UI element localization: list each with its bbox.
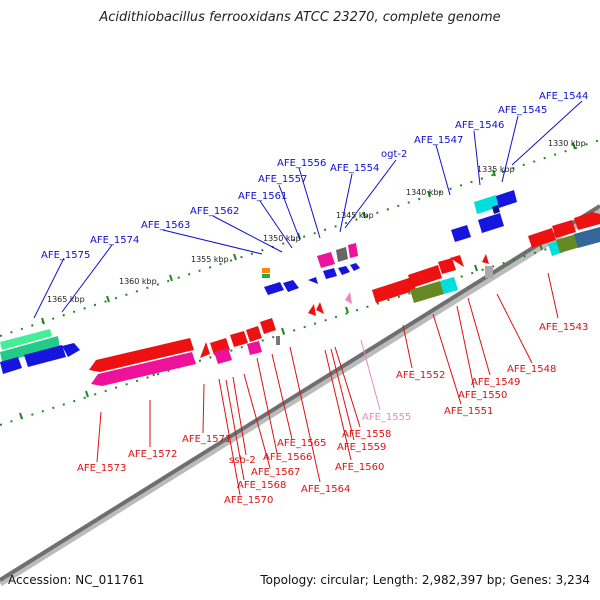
gene-arrow <box>372 277 416 303</box>
gene-label: AFE_1565 <box>277 438 326 449</box>
gene-arrow <box>410 281 444 303</box>
gene-label: AFE_1575 <box>41 250 90 261</box>
gene-label: AFE_1574 <box>90 235 139 246</box>
gene-arrow <box>450 255 464 267</box>
gene-arrow <box>214 348 232 364</box>
gene-arrow <box>260 318 276 334</box>
gene-label: AFE_1551 <box>444 406 493 417</box>
gene-arrow <box>24 345 66 367</box>
gene-arrow <box>316 302 324 314</box>
gene-label: AFE_1562 <box>190 206 239 217</box>
gene-arrow <box>345 292 352 304</box>
gene-arrow <box>308 277 318 284</box>
gene-arrow <box>338 266 350 275</box>
gene-arrow <box>474 195 499 214</box>
ruler-label: 1335 kbp <box>477 165 515 174</box>
gene-arrow <box>492 205 500 214</box>
gene-label: AFE_1561 <box>238 191 287 202</box>
gene-arrow <box>408 265 442 288</box>
gene-label: AFE_1566 <box>263 452 312 463</box>
gene-arrow <box>348 243 358 258</box>
genome-summary-text: Topology: circular; Length: 2,982,397 bp… <box>260 573 590 587</box>
gene-label: AFE_1558 <box>342 429 391 440</box>
gene-arrow <box>574 212 600 230</box>
gene-label: AFE_1568 <box>237 480 286 491</box>
gene-arrow <box>323 268 337 279</box>
gene-label: AFE_1563 <box>141 220 190 231</box>
ruler-label: 1360 kbp <box>119 277 157 286</box>
gene-label: AFE_1552 <box>396 370 445 381</box>
gene-arrow <box>62 343 80 357</box>
gene-arrow <box>230 331 248 347</box>
forward-genes <box>0 190 517 374</box>
gene-small <box>262 274 270 278</box>
gene-label: AFE_1571 <box>182 434 231 445</box>
gene-arrow <box>438 258 456 274</box>
accession-text: Accession: NC_011761 <box>8 573 145 587</box>
gene-label: AFE_1544 <box>539 91 588 102</box>
gene-arrow <box>574 227 600 248</box>
reverse-genes <box>89 212 600 386</box>
gene-label: AFE_1573 <box>77 463 126 474</box>
gene-arrow <box>0 336 60 362</box>
ruler-label: 1330 kbp <box>548 139 586 148</box>
gene-arrow <box>0 329 52 350</box>
leader-lines-bottom <box>96 272 559 496</box>
gene-label: AFE_1556 <box>277 158 326 169</box>
ruler-label: 1350 kbp <box>263 234 301 243</box>
outer-major-ticks <box>41 142 576 325</box>
gene-arrow <box>478 213 504 233</box>
figure-title: Acidithiobacillus ferrooxidans ATCC 2327… <box>99 10 501 25</box>
gene-label: AFE_1554 <box>330 163 379 174</box>
gene-arrow <box>264 282 284 295</box>
gene-label: AFE_1550 <box>458 390 507 401</box>
gene-label: AFE_1545 <box>498 105 547 116</box>
leader-lines-top <box>33 100 583 319</box>
gene-arrow <box>528 228 556 248</box>
ruler-label: 1365 kbp <box>47 295 85 304</box>
gene-label: AFE_1547 <box>414 135 463 146</box>
bottom-labels: AFE_1543 AFE_1548 AFE_1549 AFE_1550 AFE_… <box>77 322 588 506</box>
leader-line-faded <box>360 339 381 411</box>
gene-arrow <box>482 254 489 264</box>
gene-arrow <box>200 342 210 358</box>
gene-arrow <box>336 247 348 262</box>
ruler-label: 1340 kbp <box>406 188 444 197</box>
gene-arrow <box>317 252 335 268</box>
gene-arrow <box>91 352 196 386</box>
gene-arrow <box>246 326 262 342</box>
gene-arrow <box>350 263 360 271</box>
top-labels: AFE_1544 AFE_1545 AFE_1546 AFE_1547 ogt-… <box>41 91 588 261</box>
gene-arrow <box>496 190 517 208</box>
gene-arrow <box>89 338 194 372</box>
gene-label: AFE_1559 <box>337 442 386 453</box>
gene-label: AFE_1560 <box>335 462 384 473</box>
gene-label: ssb-2 <box>229 455 256 466</box>
gene-arrow <box>440 277 458 294</box>
gene-label: AFE_1548 <box>507 364 556 375</box>
gene-label: ogt-2 <box>381 149 407 160</box>
ruler-label: 1355 kbp <box>191 255 229 264</box>
gene-small <box>262 268 270 273</box>
gene-label: AFE_1549 <box>471 377 520 388</box>
gene-small <box>485 266 493 278</box>
gene-arrow <box>247 341 262 355</box>
gene-arrow <box>556 234 580 253</box>
gene-label: AFE_1543 <box>539 322 588 333</box>
gene-label: AFE_1567 <box>251 467 300 478</box>
gene-label: AFE_1572 <box>128 449 177 460</box>
gene-arrow <box>283 280 299 292</box>
backbone-shadow <box>0 207 600 586</box>
gene-label: AFE_1564 <box>301 484 350 495</box>
gene-label: AFE_1557 <box>258 174 307 185</box>
gene-arrow <box>451 225 471 242</box>
gene-small <box>276 336 280 345</box>
gene-arrow <box>0 357 22 374</box>
gene-arrow <box>308 304 316 316</box>
gene-arrow <box>552 220 576 238</box>
gene-label: AFE_1555 <box>362 412 411 423</box>
gene-label: AFE_1546 <box>455 120 504 131</box>
gene-label: AFE_1570 <box>224 495 273 506</box>
